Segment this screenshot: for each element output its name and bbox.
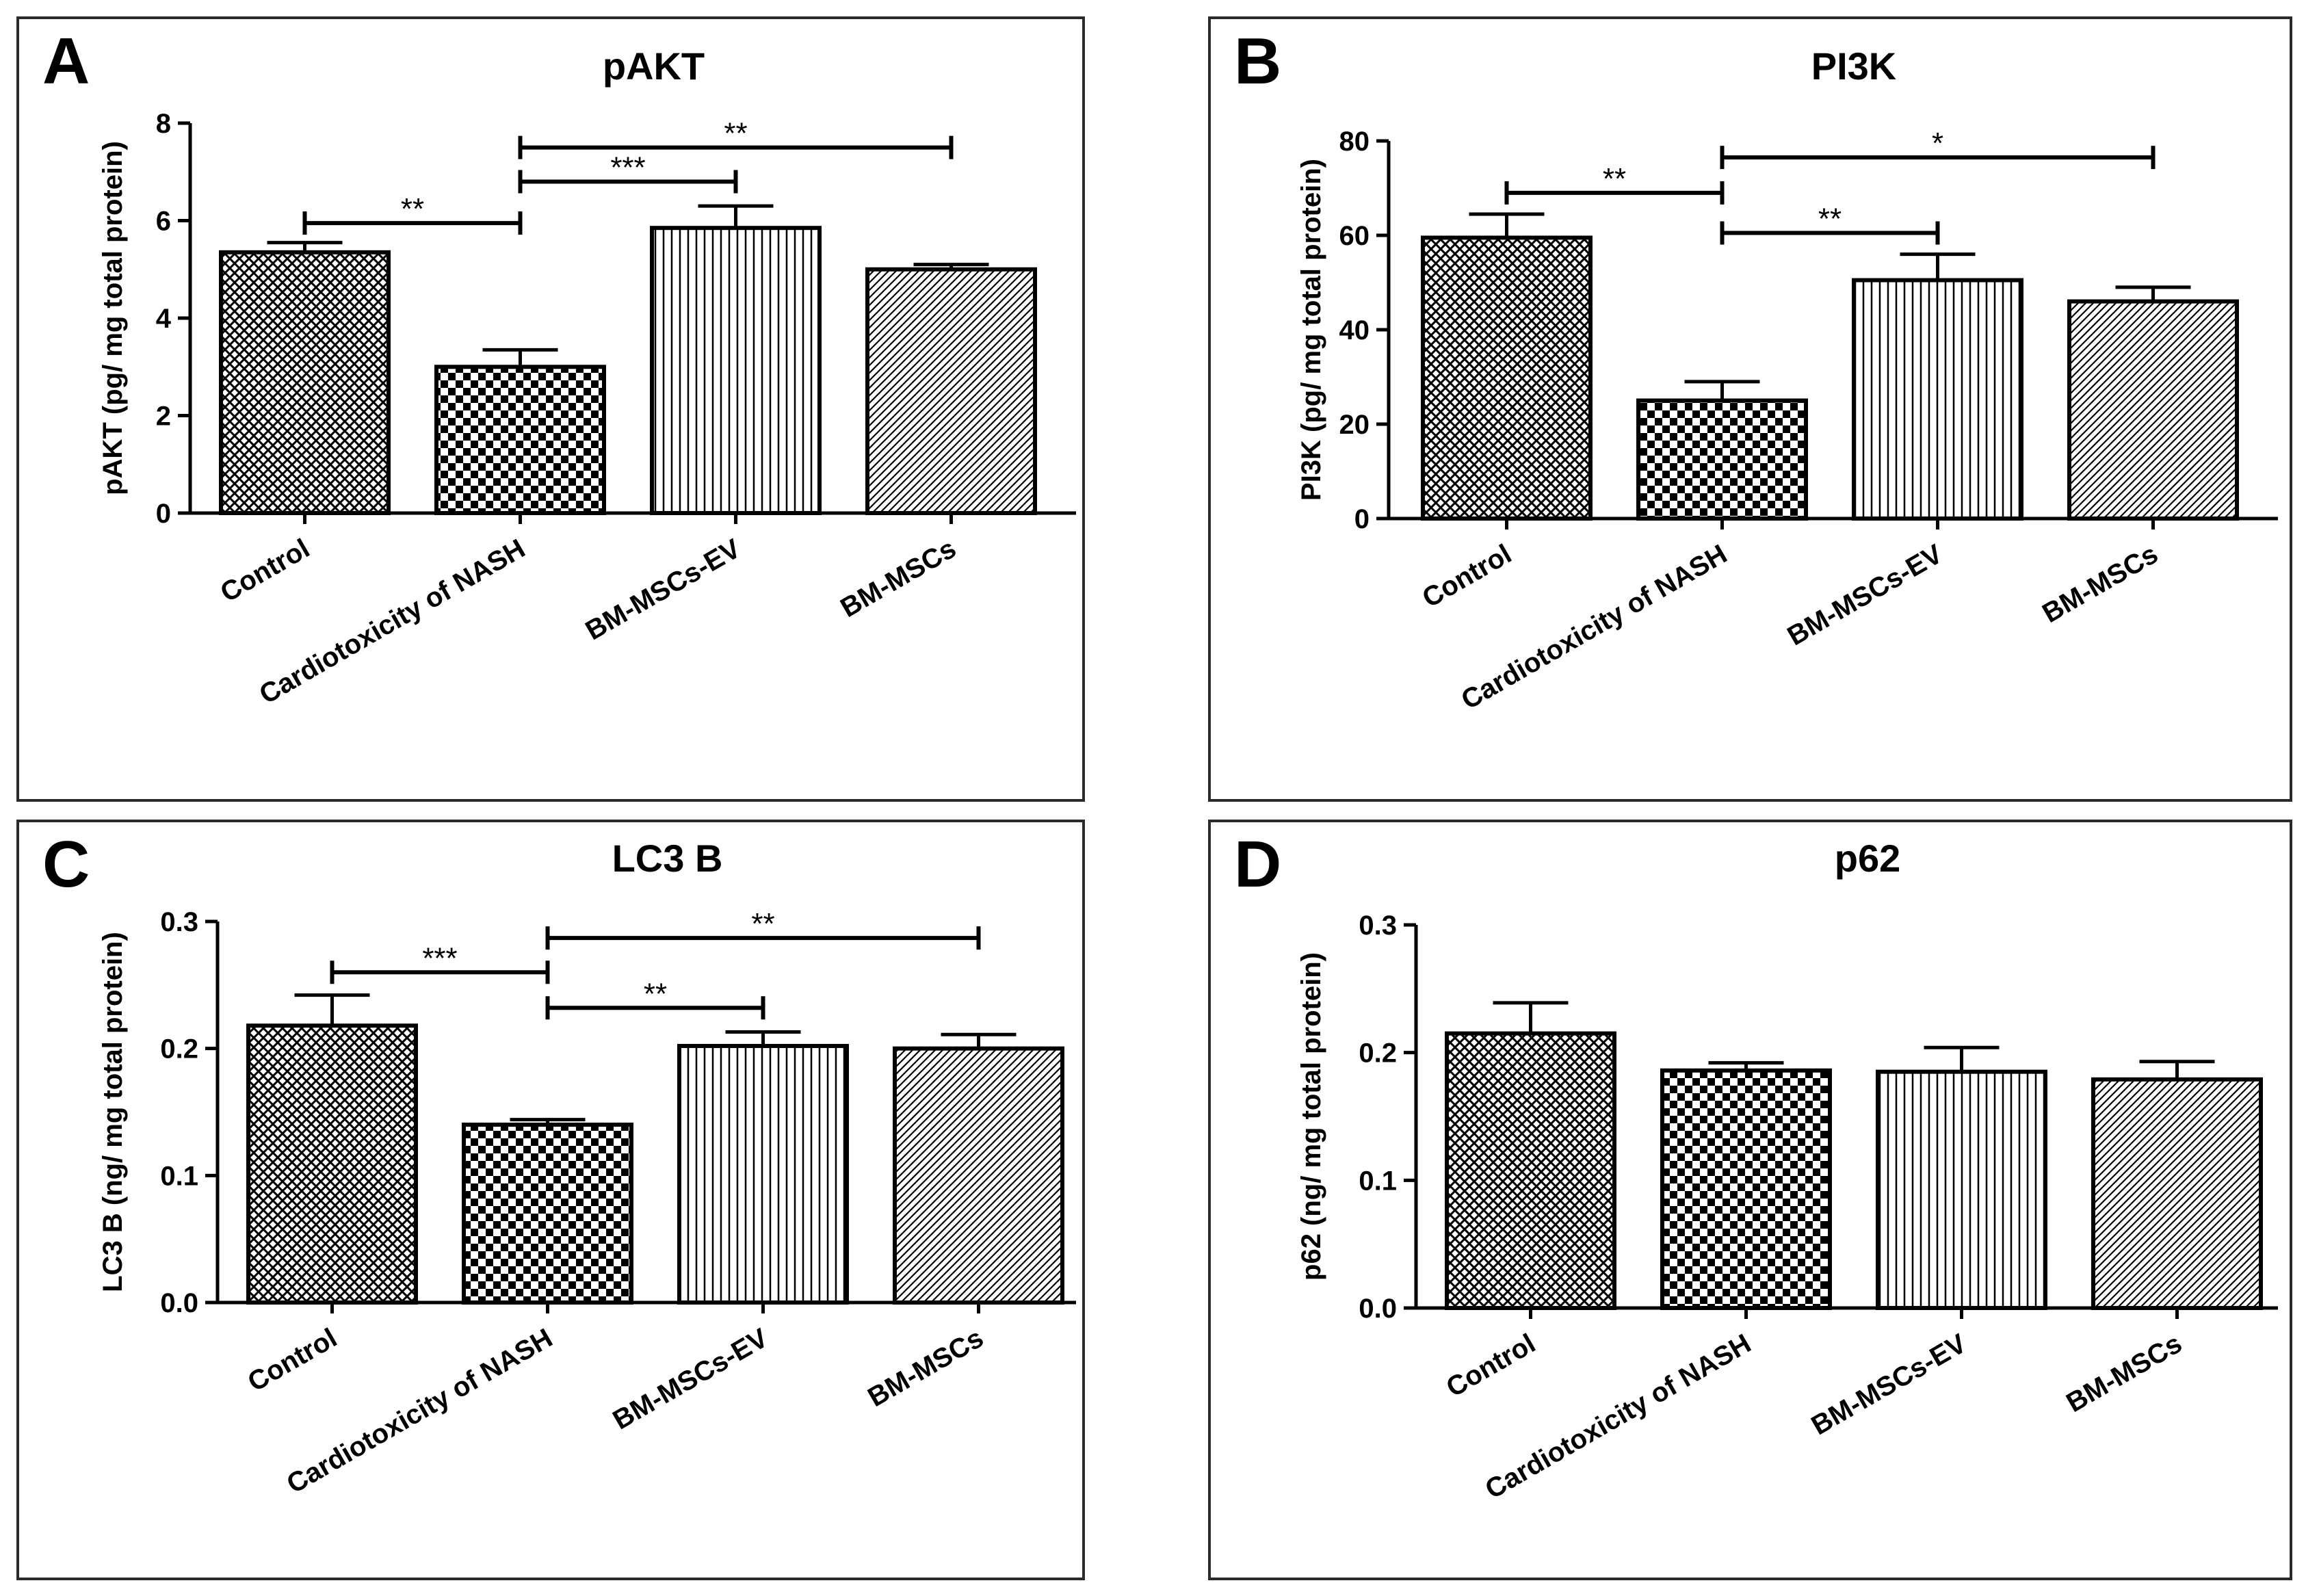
- x-tick-label: BM-MSCs: [835, 534, 961, 623]
- panel-letter: C: [42, 828, 90, 901]
- bar: [1445, 1031, 1616, 1310]
- pi3k-bar-chart: PI3K PI3K (pg/ mg total protein) 0 20 40 60 80…: [1296, 44, 2278, 716]
- bar: [865, 267, 1037, 515]
- bar: [2091, 1077, 2263, 1310]
- significance-label: **: [724, 117, 747, 151]
- chart-title: LC3 B: [612, 837, 723, 880]
- panel-letter: D: [1234, 828, 1282, 901]
- x-tick-label: Control: [215, 534, 315, 608]
- panel-c: C LC3 B LC3 B (ng/ mg total protein) 0.0 0.…: [16, 820, 1085, 1580]
- x-tick-label: Control: [1441, 1329, 1541, 1403]
- significance-label: ***: [422, 941, 457, 975]
- y-tick-label: 0: [1354, 504, 1370, 534]
- y-tick-label: 0.0: [1359, 1294, 1397, 1324]
- bar: [246, 1023, 418, 1305]
- significance-label: *: [1932, 127, 1943, 160]
- significance-label: **: [644, 977, 667, 1010]
- chart-title: p62: [1835, 837, 1901, 880]
- chart-title: PI3K: [1811, 44, 1897, 88]
- bar: [1421, 235, 1593, 521]
- x-tick-label: BM-MSCs: [2061, 1329, 2187, 1418]
- chart-title: pAKT: [603, 44, 705, 88]
- bar: [650, 226, 822, 515]
- y-tick-label: 2: [156, 402, 171, 432]
- y-tick-label: 0.1: [1359, 1166, 1397, 1196]
- significance-label: **: [751, 907, 774, 941]
- significance-label: ***: [610, 151, 645, 185]
- y-tick-label: 4: [156, 304, 172, 334]
- y-axis-label: p62 (ng/ mg total protein): [1296, 952, 1326, 1281]
- bar: [1636, 398, 1808, 521]
- lc3b-bar-chart: LC3 B LC3 B (ng/ mg total protein) 0.0 0.1 0…: [98, 837, 1076, 1500]
- bar: [893, 1046, 1064, 1305]
- y-tick-label: 0.3: [1359, 911, 1397, 941]
- x-tick-label: BM-MSCs: [863, 1323, 988, 1413]
- bar: [677, 1043, 849, 1305]
- bar: [1852, 278, 2023, 521]
- pakt-bar-chart: pAKT pAKT (pg/ mg total protein) 0 2 4 6 8 Cont…: [98, 44, 1076, 710]
- panel-b: B PI3K PI3K (pg/ mg total protein) 0 20 40 60…: [1208, 16, 2292, 802]
- x-tick-label: Control: [243, 1323, 342, 1398]
- x-tick-label: BM-MSCs: [2037, 539, 2163, 629]
- significance-label: **: [1818, 202, 1842, 236]
- bar: [1876, 1069, 2047, 1310]
- x-tick-label: BM-MSCs-EV: [1807, 1329, 1972, 1441]
- y-axis-label: PI3K (pg/ mg total protein): [1296, 159, 1326, 501]
- y-tick-label: 0.2: [160, 1034, 198, 1064]
- y-tick-label: 0: [156, 499, 171, 529]
- panel-letter: B: [1234, 25, 1282, 98]
- y-axis-label: pAKT (pg/ mg total protein): [98, 141, 128, 495]
- y-tick-label: 0.2: [1359, 1038, 1397, 1069]
- y-tick-label: 0.1: [160, 1161, 198, 1191]
- y-tick-label: 40: [1339, 315, 1370, 345]
- panel-d: D p62 p62 (ng/ mg total protein) 0.0 0.1 0.2…: [1208, 820, 2292, 1580]
- panel-a: A pAKT pAKT (pg/ mg total protein) 0 2 4 6 8 Co…: [16, 16, 1085, 802]
- y-tick-label: 0.0: [160, 1288, 198, 1318]
- x-tick-label: BM-MSCs-EV: [1783, 539, 1948, 652]
- p62-bar-chart: p62 p62 (ng/ mg total protein) 0.0 0.1 0.2 0.…: [1296, 837, 2278, 1505]
- significance-label: **: [1603, 162, 1626, 196]
- significance-label: **: [401, 192, 424, 226]
- panel-letter: A: [42, 25, 90, 98]
- bar: [2067, 299, 2239, 521]
- y-tick-label: 20: [1339, 410, 1370, 440]
- bar: [462, 1123, 633, 1305]
- y-tick-label: 80: [1339, 127, 1370, 157]
- bar: [219, 250, 391, 515]
- x-tick-label: BM-MSCs-EV: [608, 1323, 774, 1436]
- bar: [1660, 1068, 1832, 1310]
- x-tick-label: Control: [1417, 539, 1517, 614]
- bar: [434, 365, 606, 515]
- y-tick-label: 6: [156, 207, 171, 237]
- y-tick-label: 8: [156, 109, 171, 139]
- y-tick-label: 60: [1339, 221, 1370, 251]
- y-axis-label: LC3 B (ng/ mg total protein): [98, 932, 128, 1292]
- x-tick-label: BM-MSCs-EV: [581, 534, 746, 646]
- y-tick-label: 0.3: [160, 907, 198, 937]
